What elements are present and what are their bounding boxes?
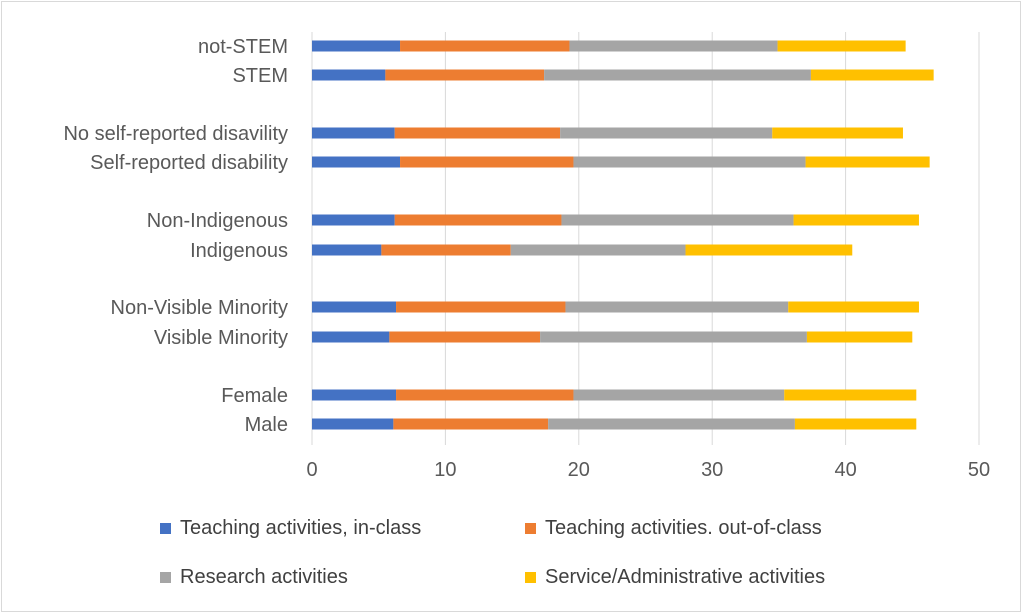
bar-segment	[810, 69, 934, 81]
x-tick-label: 40	[834, 459, 856, 481]
bar-segment	[400, 156, 574, 168]
category-label: Male	[245, 414, 288, 436]
category-label: not-STEM	[198, 36, 288, 58]
bar-segment	[312, 331, 390, 343]
bar-segment	[312, 69, 386, 81]
bar-segment	[393, 418, 549, 430]
bar-segment	[312, 244, 382, 256]
bar-segment	[312, 156, 401, 168]
bar-segment	[389, 331, 541, 343]
bar-segment	[573, 156, 806, 168]
bar-segment	[540, 331, 807, 343]
bar-segment	[806, 331, 913, 343]
bar-segment	[784, 389, 917, 401]
bar-segment	[794, 418, 917, 430]
bar-segment	[805, 156, 930, 168]
bar-segment	[394, 214, 562, 226]
bar-segment	[561, 214, 794, 226]
bar-segment	[685, 244, 853, 256]
category-label: No self-reported disavility	[63, 123, 288, 145]
bar-segment	[544, 69, 811, 81]
bar-segment	[569, 40, 778, 52]
grid-lines	[311, 32, 980, 445]
bar-segment	[788, 301, 919, 313]
bar-segment	[312, 301, 397, 313]
bar-segment	[560, 127, 773, 139]
category-label: Non-Indigenous	[147, 210, 288, 232]
bar-segment	[573, 389, 785, 401]
bar-segment	[312, 40, 401, 52]
bar-segment	[385, 69, 545, 81]
bar-segment	[793, 214, 919, 226]
bar-segment	[548, 418, 795, 430]
x-tick-label: 50	[968, 459, 990, 481]
bar-segment	[312, 418, 394, 430]
category-label: STEM	[232, 65, 288, 87]
bar-segment	[381, 244, 511, 256]
x-tick-label: 20	[568, 459, 590, 481]
bar-segments	[312, 40, 934, 430]
x-tick-label: 10	[434, 459, 456, 481]
bar-segment	[312, 214, 395, 226]
category-labels: not-STEM STEM No self-reported disavility S…	[63, 36, 288, 436]
bar-segment	[565, 301, 789, 313]
bar-segment	[312, 389, 397, 401]
category-label: Self-reported disability	[90, 152, 288, 174]
bar-segment	[396, 301, 566, 313]
category-label: Non-Visible Minority	[111, 297, 288, 319]
bar-segment	[396, 389, 574, 401]
category-label: Visible Minority	[154, 327, 288, 349]
category-label: Female	[221, 385, 288, 407]
x-tick-labels: 0 10 20 30 40 50	[306, 459, 990, 481]
x-tick-label: 30	[701, 459, 723, 481]
bar-segment	[772, 127, 903, 139]
category-label: Indigenous	[190, 240, 288, 262]
x-tick-label: 0	[306, 459, 317, 481]
bar-segment	[312, 127, 395, 139]
bar-segment	[510, 244, 686, 256]
bar-segment	[400, 40, 570, 52]
bar-segment	[394, 127, 561, 139]
bar-segment	[777, 40, 906, 52]
